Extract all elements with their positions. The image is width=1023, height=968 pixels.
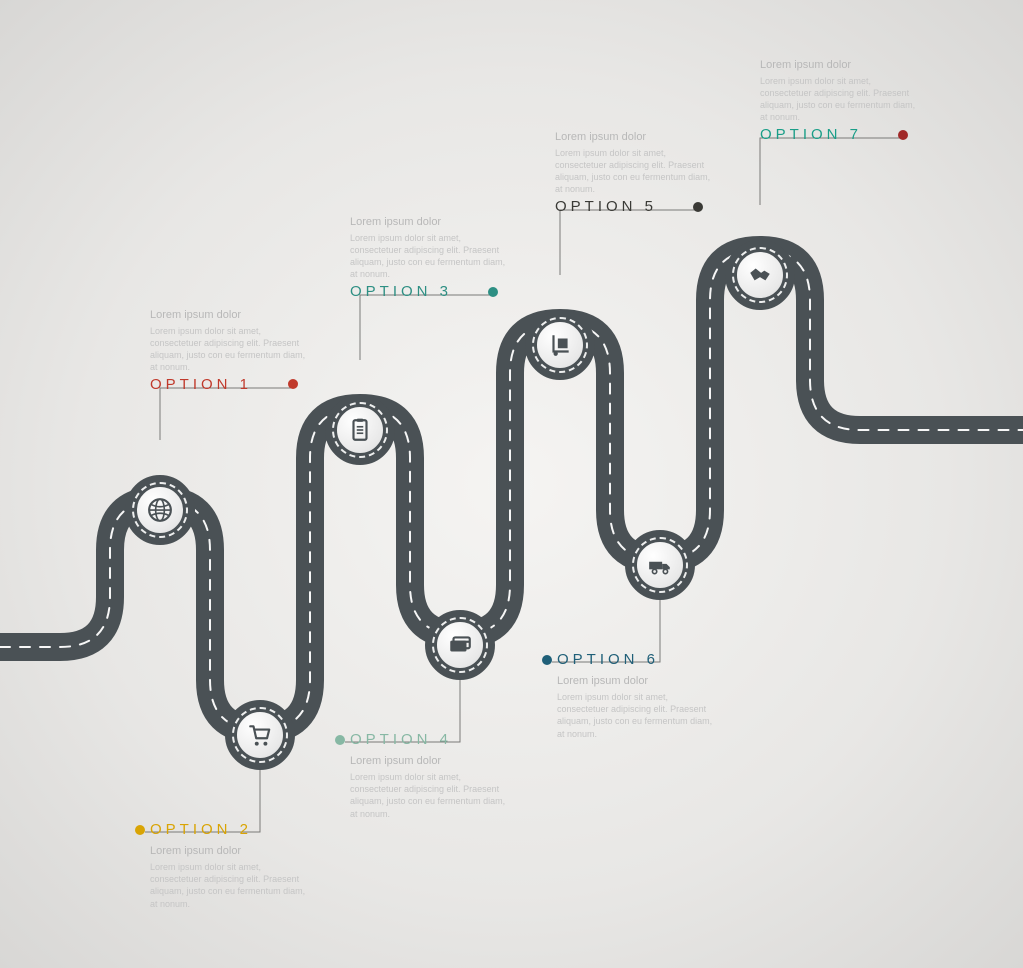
delivery-truck-icon [647, 552, 673, 578]
callout-dot-6 [542, 655, 552, 665]
callout-option-4: OPTION 4 Lorem ipsum dolor Lorem ipsum d… [350, 728, 510, 820]
callout-body: Lorem ipsum dolor sit amet, consectetuer… [350, 771, 510, 820]
node-clipboard [325, 395, 395, 465]
callout-dot-5 [693, 202, 703, 212]
callout-body: Lorem ipsum dolor sit amet, consectetuer… [557, 691, 717, 740]
callout-title: OPTION 4 [350, 730, 510, 750]
clipboard-icon [347, 417, 373, 443]
callout-option-2: OPTION 2 Lorem ipsum dolor Lorem ipsum d… [150, 818, 310, 910]
callout-dot-2 [135, 825, 145, 835]
callout-lead: Lorem ipsum dolor [350, 215, 510, 230]
callout-title: OPTION 5 [555, 197, 715, 217]
callout-lead: Lorem ipsum dolor [760, 58, 920, 73]
callout-title: OPTION 2 [150, 820, 310, 840]
callout-dot-1 [288, 379, 298, 389]
callout-option-5: Lorem ipsum dolor Lorem ipsum dolor sit … [555, 130, 715, 222]
callout-dot-7 [898, 130, 908, 140]
node-globe [125, 475, 195, 545]
callout-title: OPTION 3 [350, 282, 510, 302]
callout-body: Lorem ipsum dolor sit amet, consectetuer… [150, 861, 310, 910]
callout-body: Lorem ipsum dolor sit amet, consectetuer… [555, 147, 715, 196]
callout-lead: Lorem ipsum dolor [150, 844, 310, 859]
callout-lead: Lorem ipsum dolor [557, 674, 717, 689]
callout-title: OPTION 6 [557, 650, 717, 670]
handshake-icon [747, 262, 773, 288]
callout-dot-3 [488, 287, 498, 297]
callout-option-1: Lorem ipsum dolor Lorem ipsum dolor sit … [150, 308, 310, 400]
node-cards [425, 610, 495, 680]
callout-body: Lorem ipsum dolor sit amet, consectetuer… [350, 232, 510, 281]
callout-title: OPTION 7 [760, 125, 920, 145]
hand-truck-icon [547, 332, 573, 358]
callout-body: Lorem ipsum dolor sit amet, consectetuer… [760, 75, 920, 124]
callout-lead: Lorem ipsum dolor [350, 754, 510, 769]
cart-icon [247, 722, 273, 748]
globe-icon [147, 497, 173, 523]
callout-title: OPTION 1 [150, 375, 310, 395]
callout-option-3: Lorem ipsum dolor Lorem ipsum dolor sit … [350, 215, 510, 307]
callout-option-6: OPTION 6 Lorem ipsum dolor Lorem ipsum d… [557, 648, 717, 740]
callout-option-7: Lorem ipsum dolor Lorem ipsum dolor sit … [760, 58, 920, 150]
callout-lead: Lorem ipsum dolor [555, 130, 715, 145]
node-dolly [525, 310, 595, 380]
callout-body: Lorem ipsum dolor sit amet, consectetuer… [150, 325, 310, 374]
node-truck [625, 530, 695, 600]
node-cart [225, 700, 295, 770]
callout-dot-4 [335, 735, 345, 745]
node-handshake [725, 240, 795, 310]
callout-lead: Lorem ipsum dolor [150, 308, 310, 323]
credit-cards-icon [447, 632, 473, 658]
